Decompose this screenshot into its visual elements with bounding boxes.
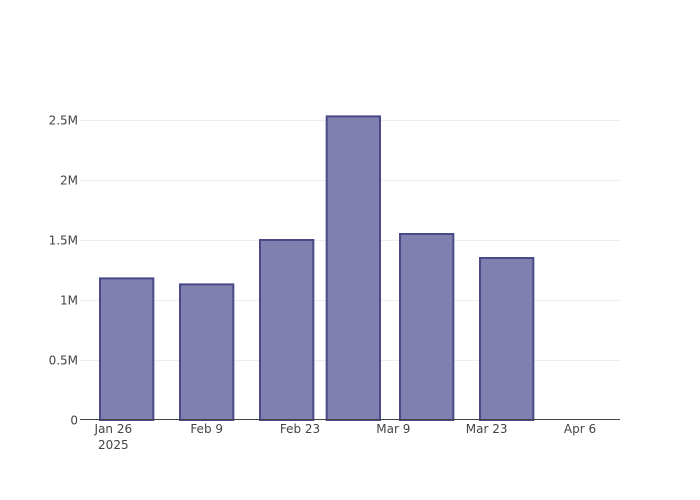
y-tick-label: 2M — [60, 174, 78, 188]
x-tick-label: Jan 26 — [94, 422, 133, 436]
bars — [99, 115, 535, 422]
y-tick-label: 0.5M — [49, 354, 78, 368]
bar — [399, 233, 455, 421]
x-tick-label: Feb 23 — [280, 422, 320, 436]
x-tick-labels: Jan 26 2025 Feb 9 Feb 23 Mar 9 Mar 23 Apr 6 — [94, 422, 597, 452]
bar — [259, 239, 315, 421]
x-tick-label: Feb 9 — [190, 422, 223, 436]
y-tick-labels: 0 0.5M 1M 1.5M 2M 2.5M — [49, 114, 78, 428]
x-tick-year-label: 2025 — [98, 438, 129, 452]
y-tick-label: 1M — [60, 294, 78, 308]
bar — [325, 115, 381, 422]
bar — [99, 277, 155, 421]
y-tick-label: 0 — [70, 414, 78, 428]
bar — [179, 283, 235, 421]
x-tick-label: Mar 23 — [466, 422, 508, 436]
y-tick-label: 1.5M — [49, 234, 78, 248]
y-tick-label: 2.5M — [49, 114, 78, 128]
x-tick-label: Apr 6 — [564, 422, 596, 436]
x-tick-label: Mar 9 — [376, 422, 410, 436]
bar — [479, 257, 535, 421]
